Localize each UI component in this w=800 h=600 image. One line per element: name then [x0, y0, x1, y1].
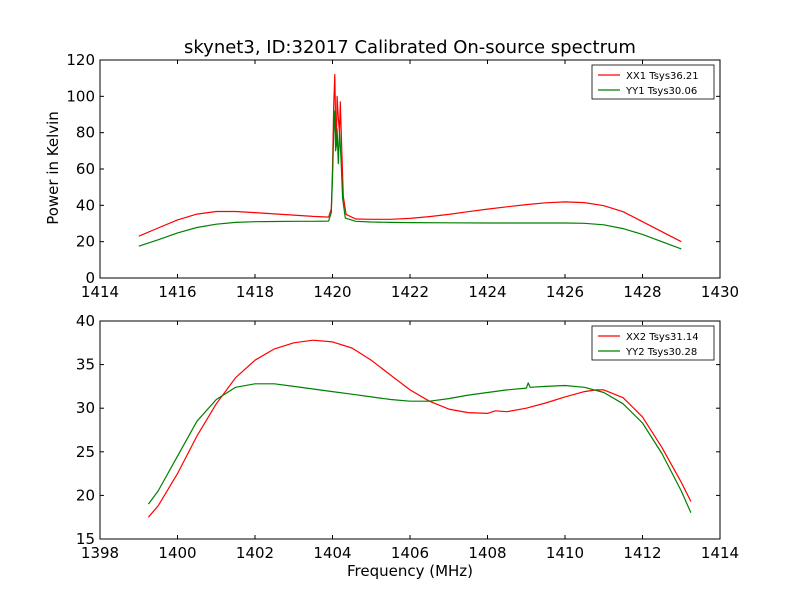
top-panel-legend: XX1 Tsys36.21 YY1 Tsys30.06: [591, 64, 715, 100]
top-panel-frame: [99, 59, 721, 279]
x-tick-label: 1428: [623, 283, 661, 301]
y-tick-label: 40: [76, 312, 95, 330]
x-tick-label: 1420: [313, 283, 351, 301]
legend-label-xx2: XX2 Tsys31.14: [626, 332, 699, 343]
x-tick-label: 1424: [468, 283, 506, 301]
chart-title: skynet3, ID:32017 Calibrated On-source s…: [184, 37, 636, 58]
y-tick-label: 80: [76, 124, 95, 142]
y-tick-label: 25: [76, 443, 95, 461]
legend-label-yy1: YY1 Tsys30.06: [625, 86, 697, 97]
x-tick-label: 1400: [158, 544, 196, 562]
y-tick-label: 0: [85, 269, 95, 287]
x-axis-label: Frequency (MHz): [347, 562, 473, 580]
series-line-xx1: [138, 73, 682, 243]
y-tick-label: 120: [66, 51, 95, 69]
y-tick-label: 15: [76, 530, 95, 548]
x-tick-label: 1422: [391, 283, 429, 301]
legend-box: [591, 325, 715, 361]
bottom-panel-series: [147, 339, 692, 518]
y-tick-label: 35: [76, 356, 95, 374]
legend-label-yy2: YY2 Tsys30.28: [625, 347, 697, 358]
y-tick-label: 40: [76, 196, 95, 214]
bottom-panel: 1398 1400 1402 1404 1406 1408 1410 1412 1414 15 20…: [76, 312, 739, 562]
series-line-yy2: [147, 382, 692, 514]
x-tick-label: 1398: [81, 544, 119, 562]
legend-label-xx1: XX1 Tsys36.21: [626, 71, 699, 82]
bottom-panel-frame: [99, 320, 721, 540]
bottom-panel-legend: XX2 Tsys31.14 YY2 Tsys30.28: [591, 325, 715, 361]
x-tick-label: 1402: [236, 544, 274, 562]
y-tick-label: 20: [76, 233, 95, 251]
y-tick-label: 20: [76, 486, 95, 504]
x-tick-label: 1404: [313, 544, 351, 562]
bottom-panel-ticks: 1398 1400 1402 1404 1406 1408 1410 1412 1414 15 20…: [76, 312, 739, 562]
x-tick-label: 1410: [546, 544, 584, 562]
x-tick-label: 1412: [623, 544, 661, 562]
y-axis-label: Power in Kelvin: [44, 111, 62, 225]
x-tick-label: 1414: [701, 544, 739, 562]
series-line-yy1: [138, 110, 682, 250]
x-tick-label: 1414: [81, 283, 119, 301]
top-panel-series: [138, 73, 682, 250]
x-tick-label: 1418: [236, 283, 274, 301]
y-tick-label: 60: [76, 160, 95, 178]
x-tick-label: 1416: [158, 283, 196, 301]
top-panel: 1414 1416 1418 1420 1422 1424 1426 1428 1430 0 20 4…: [66, 51, 739, 301]
x-tick-label: 1406: [391, 544, 429, 562]
x-tick-label: 1430: [701, 283, 739, 301]
series-line-xx2: [147, 339, 692, 518]
y-tick-label: 100: [66, 87, 95, 105]
top-panel-ticks: 1414 1416 1418 1420 1422 1424 1426 1428 1430 0 20 4…: [66, 51, 739, 301]
y-tick-label: 30: [76, 399, 95, 417]
x-tick-label: 1426: [546, 283, 584, 301]
legend-box: [591, 64, 715, 100]
x-tick-label: 1408: [468, 544, 506, 562]
